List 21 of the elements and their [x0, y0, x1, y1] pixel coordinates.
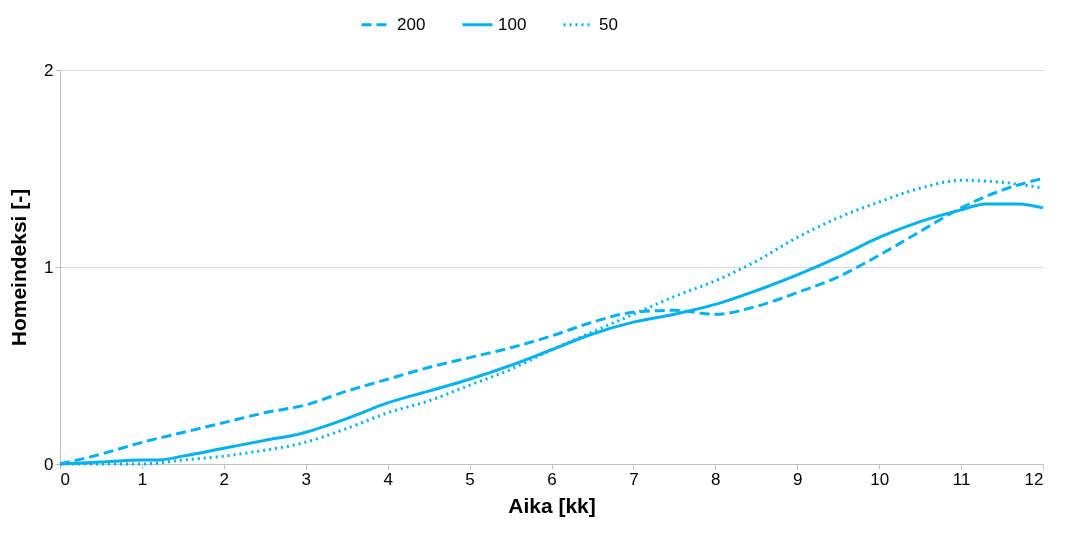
x-tick-label: 12	[1024, 469, 1044, 489]
y-tick-label: 2	[44, 60, 54, 80]
legend-label: 50	[599, 14, 618, 34]
y-axis-title: Homeindeksi [-]	[7, 188, 31, 347]
x-axis-title: Aika [kk]	[508, 493, 596, 517]
legend-label: 200	[397, 14, 426, 34]
x-tick-label: 7	[629, 469, 639, 489]
x-tick-label: 2	[219, 469, 230, 489]
legend-label: 100	[498, 14, 527, 34]
x-tick-label: 10	[870, 469, 890, 489]
x-tick-label: 0	[60, 469, 70, 489]
x-tick-label: 6	[547, 469, 557, 489]
y-tick-label: 0	[44, 454, 54, 474]
x-tick-label: 11	[952, 469, 971, 489]
y-tick-label: 1	[44, 257, 54, 277]
x-tick-label: 5	[465, 469, 475, 489]
x-tick-label: 3	[301, 469, 311, 489]
x-tick-label: 1	[137, 469, 148, 489]
x-tick-label: 9	[793, 469, 803, 489]
x-tick-label: 8	[711, 469, 721, 489]
x-tick-label: 4	[383, 469, 393, 489]
